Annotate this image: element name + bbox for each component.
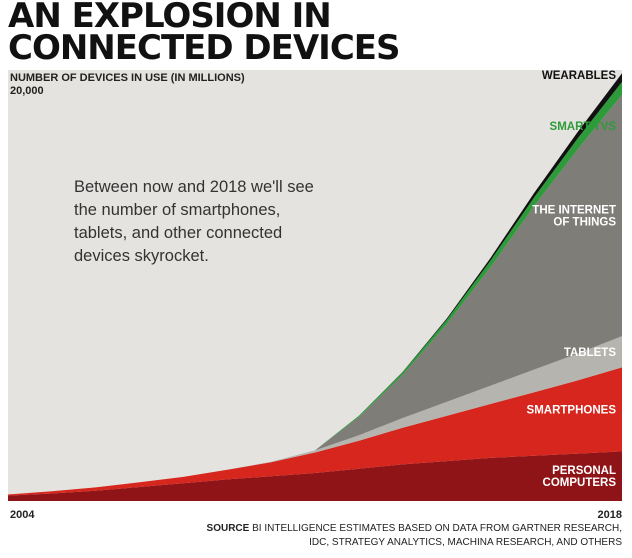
y-axis-label-block: NUMBER OF DEVICES IN USE (IN MILLIONS) 2… xyxy=(10,72,245,98)
source-note: SOURCE BI INTELLIGENCE ESTIMATES BASED O… xyxy=(202,522,622,550)
title-line-1: AN EXPLOSION IN xyxy=(8,0,332,36)
x-tick-end: 2018 xyxy=(597,509,622,521)
y-axis-label: NUMBER OF DEVICES IN USE (IN MILLIONS) xyxy=(10,72,245,84)
chart-annotation: Between now and 2018 we'll see the numbe… xyxy=(74,178,314,265)
series-label-the-internet-of-things: THE INTERNET OF THINGS xyxy=(532,204,616,228)
series-label-smartphones: SMARTPHONES xyxy=(527,404,617,416)
series-label-personal-computers: PERSONAL COMPUTERS xyxy=(543,465,617,489)
series-label-smart-tvs: SMART TVS xyxy=(550,121,617,133)
series-label-tablets: TABLETS xyxy=(564,347,617,359)
title-line-2: CONNECTED DEVICES xyxy=(8,28,400,68)
series-label-wearables: WEARABLES xyxy=(542,70,616,82)
chart-title: AN EXPLOSION IN CONNECTED DEVICES xyxy=(8,0,400,68)
y-tick-max: 20,000 xyxy=(10,85,44,97)
series-area-smartphones xyxy=(8,367,622,496)
series-area-the-internet-of-things xyxy=(8,94,622,495)
series-area-personal-computers xyxy=(8,451,622,501)
x-tick-start: 2004 xyxy=(10,509,35,521)
source-text: BI INTELLIGENCE ESTIMATES BASED ON DATA … xyxy=(252,523,622,548)
source-label: SOURCE xyxy=(206,523,250,534)
